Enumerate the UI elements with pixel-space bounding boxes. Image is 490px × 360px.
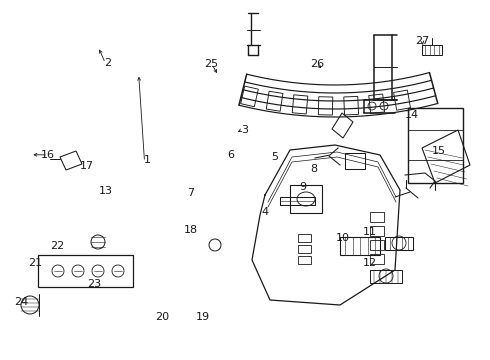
Text: 27: 27 [415, 36, 430, 46]
Bar [298, 234, 311, 242]
Text: 1: 1 [144, 155, 150, 165]
Text: 26: 26 [310, 59, 324, 69]
Bar [290, 185, 322, 213]
Bar [385, 237, 413, 250]
Text: 13: 13 [98, 186, 112, 196]
Text: 23: 23 [87, 279, 101, 289]
Text: 3: 3 [242, 125, 248, 135]
Text: 5: 5 [271, 152, 278, 162]
Bar [345, 153, 365, 169]
Text: 19: 19 [196, 312, 210, 322]
Text: 20: 20 [155, 312, 169, 322]
Text: 8: 8 [310, 164, 317, 174]
Text: 14: 14 [405, 110, 418, 120]
Text: 15: 15 [432, 146, 445, 156]
Text: 22: 22 [50, 241, 65, 251]
Bar [370, 226, 384, 236]
Bar [370, 212, 384, 222]
Text: 24: 24 [14, 297, 29, 307]
Text: 6: 6 [227, 150, 234, 160]
Bar [408, 108, 463, 183]
Text: 12: 12 [363, 258, 377, 268]
Bar [370, 270, 402, 283]
Bar [280, 197, 315, 205]
Text: 10: 10 [336, 233, 350, 243]
Text: 25: 25 [205, 59, 219, 69]
Bar [298, 245, 311, 253]
Text: 4: 4 [261, 207, 268, 217]
Bar [370, 254, 384, 264]
Text: 21: 21 [28, 258, 42, 268]
Bar [38, 255, 133, 287]
Bar [422, 45, 442, 55]
Text: 17: 17 [80, 161, 94, 171]
Bar [370, 240, 384, 250]
Bar [298, 256, 311, 264]
Bar [340, 237, 380, 255]
Text: 9: 9 [299, 182, 306, 192]
Text: 11: 11 [363, 227, 377, 237]
Text: 2: 2 [104, 58, 111, 68]
Text: 18: 18 [184, 225, 198, 235]
Text: 16: 16 [41, 150, 55, 160]
Text: 7: 7 [188, 188, 195, 198]
